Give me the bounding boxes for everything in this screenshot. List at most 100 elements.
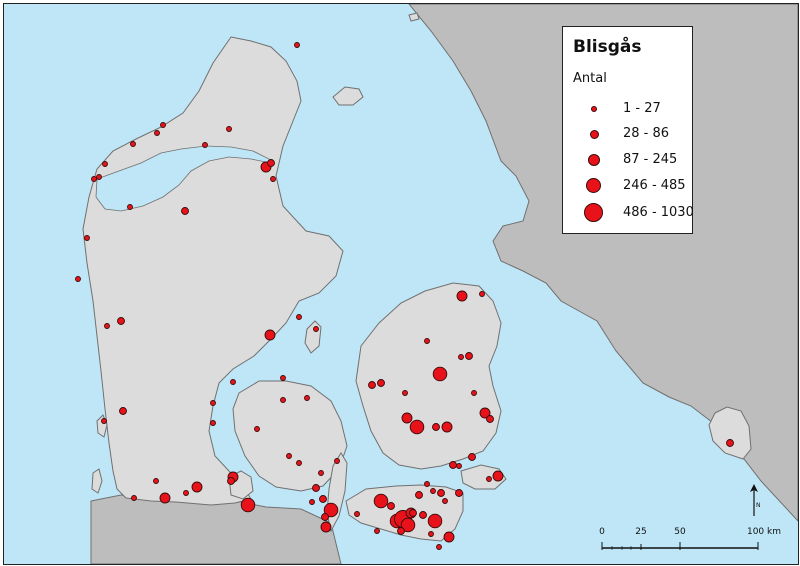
observation-point bbox=[104, 323, 110, 329]
observation-point bbox=[294, 42, 300, 48]
observation-point bbox=[432, 366, 448, 382]
observation-point bbox=[286, 453, 292, 459]
observation-point bbox=[432, 423, 440, 431]
observation-point bbox=[427, 513, 443, 529]
observation-point bbox=[318, 470, 324, 476]
observation-point bbox=[131, 495, 137, 501]
observation-point bbox=[296, 460, 302, 466]
observation-point bbox=[127, 204, 133, 210]
observation-point bbox=[309, 499, 315, 505]
observation-point bbox=[84, 235, 90, 241]
observation-point bbox=[160, 122, 166, 128]
observation-point bbox=[226, 126, 232, 132]
observation-point bbox=[479, 291, 485, 297]
observation-point bbox=[442, 498, 448, 504]
legend: Blisgås Antal 1 - 27 28 - 86 87 - 245 24… bbox=[562, 26, 694, 234]
observation-point bbox=[280, 375, 286, 381]
observation-point bbox=[374, 528, 380, 534]
observation-point bbox=[227, 477, 235, 485]
observation-point bbox=[210, 420, 216, 426]
observation-point bbox=[313, 326, 319, 332]
observation-point bbox=[492, 470, 504, 482]
observation-point bbox=[75, 276, 81, 282]
observation-point bbox=[183, 490, 189, 496]
land-bornholm bbox=[708, 406, 752, 460]
legend-class-5: 486 - 1030 bbox=[563, 201, 694, 225]
observation-points bbox=[75, 42, 734, 550]
observation-point bbox=[102, 161, 108, 167]
observation-point bbox=[202, 142, 208, 148]
observation-point bbox=[424, 481, 430, 487]
observation-point bbox=[443, 531, 455, 543]
observation-point bbox=[465, 352, 473, 360]
scale-tick-100: 100 km bbox=[746, 527, 782, 537]
observation-point bbox=[726, 439, 734, 447]
observation-point bbox=[267, 159, 275, 167]
legend-subtitle: Antal bbox=[573, 71, 607, 86]
observation-point bbox=[401, 412, 413, 424]
map-frame: Blisgås Antal 1 - 27 28 - 86 87 - 245 24… bbox=[3, 3, 799, 565]
observation-point bbox=[210, 400, 216, 406]
observation-point bbox=[397, 527, 405, 535]
observation-point bbox=[387, 502, 395, 510]
observation-point bbox=[96, 174, 102, 180]
north-arrow-icon bbox=[750, 484, 758, 516]
observation-point bbox=[117, 317, 125, 325]
legend-symbol-3 bbox=[588, 154, 600, 166]
observation-point bbox=[159, 492, 171, 504]
observation-point bbox=[377, 379, 385, 387]
legend-label-4: 246 - 485 bbox=[623, 178, 686, 193]
observation-point bbox=[130, 141, 136, 147]
observation-point bbox=[101, 418, 107, 424]
north-arrow-label: N bbox=[756, 502, 761, 509]
observation-point bbox=[304, 395, 310, 401]
observation-point bbox=[154, 130, 160, 136]
observation-point bbox=[181, 207, 189, 215]
observation-point bbox=[424, 338, 430, 344]
legend-symbol-4 bbox=[586, 178, 601, 193]
land-samsoe bbox=[304, 320, 322, 354]
land-romo bbox=[91, 468, 103, 494]
observation-point bbox=[455, 489, 463, 497]
observation-point bbox=[458, 354, 464, 360]
legend-class-3: 87 - 245 bbox=[563, 148, 693, 172]
legend-title: Blisgås bbox=[573, 37, 642, 57]
observation-point bbox=[321, 513, 329, 521]
land-fano bbox=[96, 414, 108, 438]
observation-point bbox=[264, 329, 276, 341]
legend-symbol-1 bbox=[591, 106, 597, 112]
observation-point bbox=[456, 463, 462, 469]
observation-point bbox=[437, 489, 445, 497]
legend-label-2: 28 - 86 bbox=[623, 126, 670, 141]
observation-point bbox=[354, 511, 360, 517]
observation-point bbox=[368, 381, 376, 389]
observation-point bbox=[486, 415, 494, 423]
scale-tick-0: 0 bbox=[599, 527, 605, 537]
observation-point bbox=[400, 517, 416, 533]
land-funen bbox=[232, 380, 348, 492]
observation-point bbox=[91, 176, 97, 182]
land-laesoe bbox=[332, 86, 364, 106]
legend-class-1: 1 - 27 bbox=[563, 97, 693, 121]
legend-label-1: 1 - 27 bbox=[623, 101, 661, 116]
observation-point bbox=[456, 290, 468, 302]
legend-symbol-2 bbox=[590, 130, 599, 139]
observation-point bbox=[468, 453, 476, 461]
observation-point bbox=[373, 493, 389, 509]
land-germany bbox=[90, 494, 342, 564]
legend-label-3: 87 - 245 bbox=[623, 152, 678, 167]
scale-bar: 0 25 50 100 km bbox=[598, 522, 782, 562]
observation-point bbox=[415, 491, 423, 499]
observation-point bbox=[430, 488, 436, 494]
observation-point bbox=[409, 509, 417, 517]
observation-point bbox=[334, 458, 340, 464]
observation-point bbox=[119, 407, 127, 415]
observation-point bbox=[153, 478, 159, 484]
observation-point bbox=[230, 379, 236, 385]
scale-tick-25: 25 bbox=[635, 527, 647, 537]
observation-point bbox=[419, 511, 427, 519]
observation-point bbox=[280, 397, 286, 403]
legend-class-2: 28 - 86 bbox=[563, 122, 693, 146]
observation-point bbox=[320, 521, 332, 533]
map-canvas bbox=[75, 4, 798, 564]
